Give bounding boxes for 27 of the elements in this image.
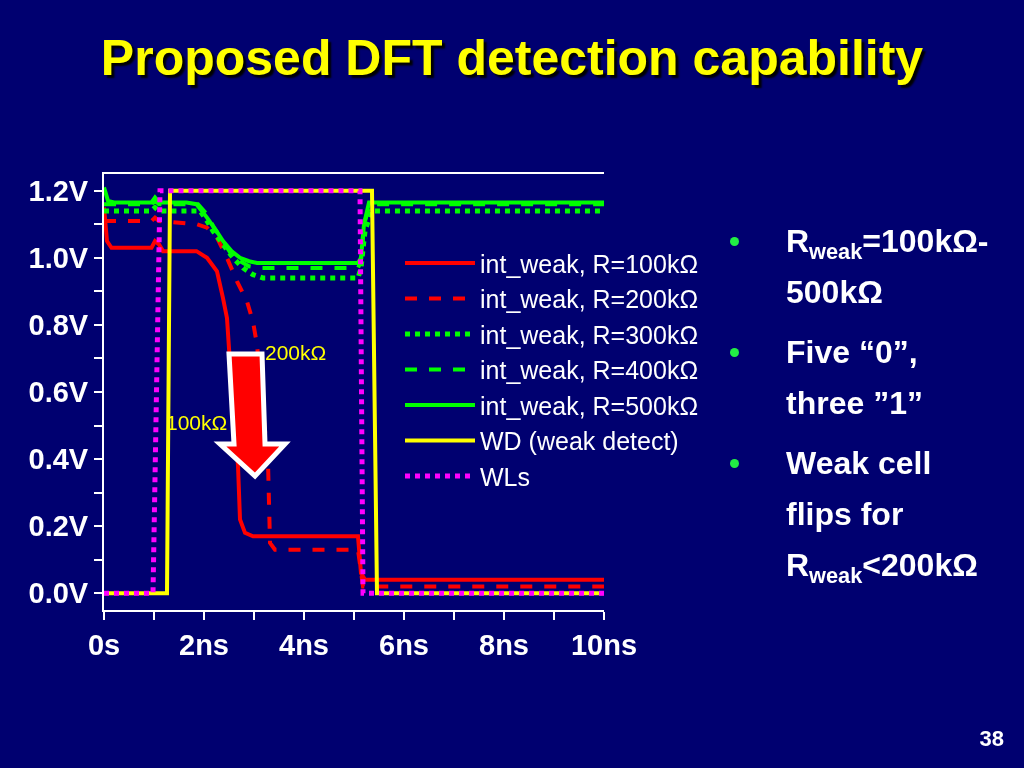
y-tick-label: 1.2V — [28, 174, 89, 207]
y-tick-label: 0.0V — [28, 577, 89, 610]
legend-label: int_weak, R=200kΩ — [480, 285, 699, 314]
legend-label: int_weak, R=300kΩ — [480, 320, 699, 349]
x-tick-label: 8ns — [479, 628, 529, 661]
y-tick-label: 0.2V — [28, 510, 89, 543]
text: 38 — [979, 726, 1004, 752]
annotation: 100kΩ — [166, 411, 228, 435]
annotation: 200kΩ — [265, 341, 327, 365]
y-tick-label: 0.6V — [28, 376, 89, 409]
legend-label: int_weak, R=100kΩ — [480, 249, 699, 278]
legend-label: int_weak, R=400kΩ — [480, 356, 699, 385]
chart-title: Proposed DFT detection capability — [100, 29, 924, 86]
text: Five “0”, three ”1” — [786, 333, 924, 423]
x-tick-label: 0s — [87, 628, 121, 661]
text: Weak cell flips for R$_{weak}$<200kΩ — [786, 444, 979, 590]
x-tick-label: 2ns — [179, 628, 229, 661]
x-tick-label: 6ns — [379, 628, 429, 661]
x-tick-label: 10ns — [570, 628, 638, 661]
legend-label: WD (weak detect) — [480, 427, 679, 456]
y-tick-label: 0.4V — [28, 443, 89, 476]
y-tick-label: 1.0V — [28, 242, 89, 274]
x-tick-label: 4ns — [279, 628, 329, 661]
legend-label: int_weak, R=500kΩ — [480, 391, 699, 420]
y-tick-label: 0.8V — [28, 309, 89, 342]
legend-label: WLs — [480, 462, 530, 491]
text: R$_{weak}$=100kΩ-500kΩ — [786, 222, 990, 312]
